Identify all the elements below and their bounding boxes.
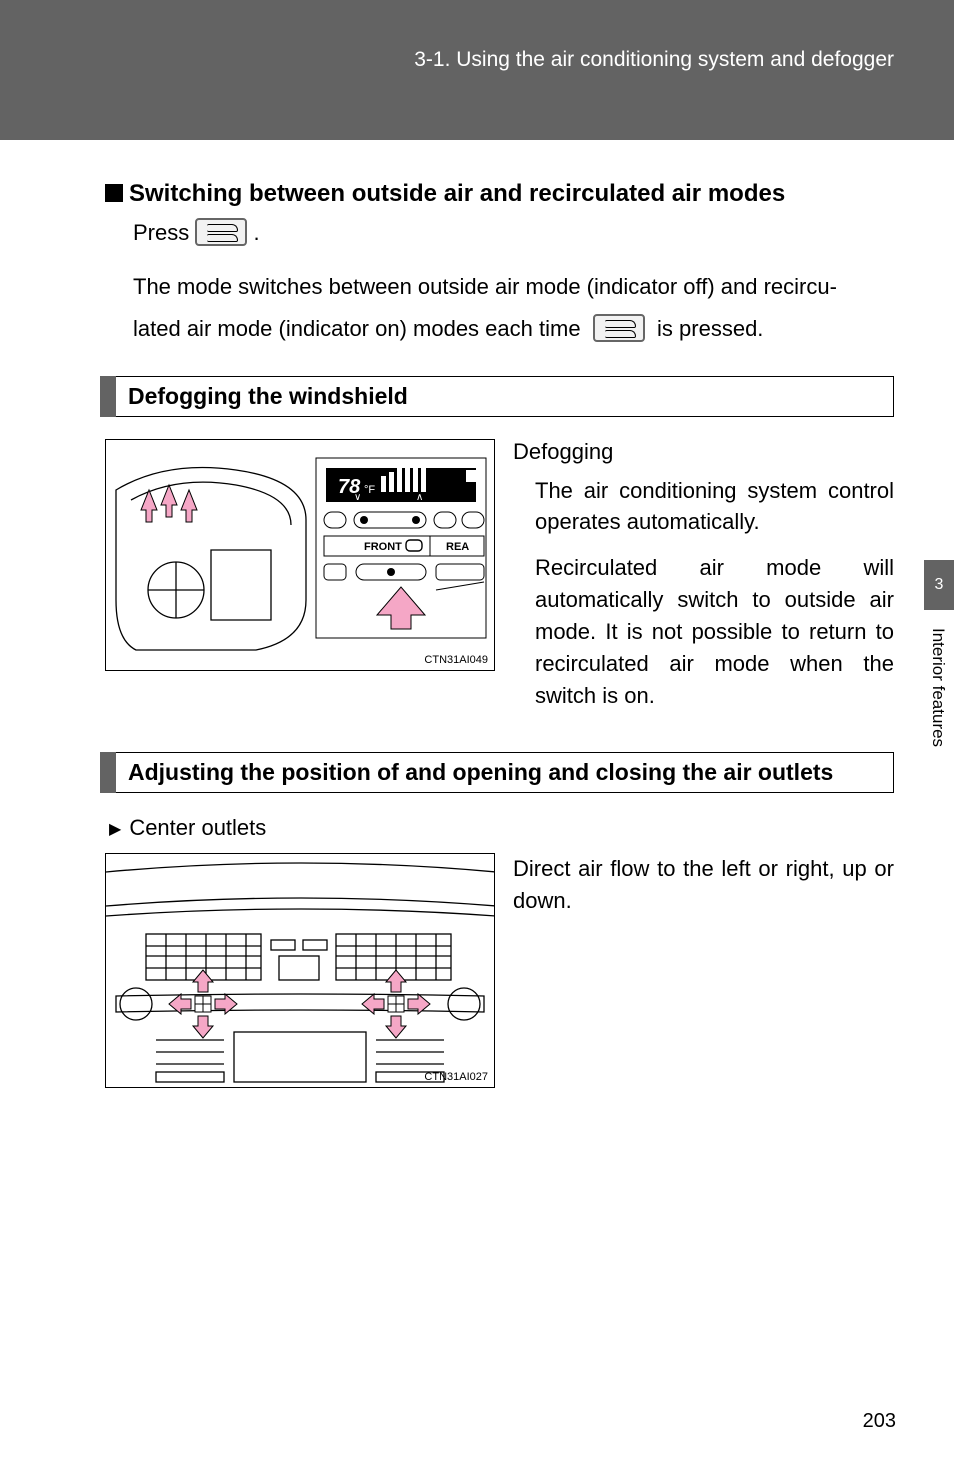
press-label: Press	[133, 220, 189, 245]
adjust-figure: CTN31AI027	[105, 853, 495, 1088]
svg-text:∨: ∨	[354, 492, 361, 503]
svg-text:FRONT: FRONT	[364, 541, 402, 553]
adjust-section-bar: Adjusting the position of and opening an…	[100, 752, 894, 793]
switch-desc-b: lated air mode (indicator on) modes each…	[133, 316, 581, 341]
section-bar-tab	[100, 376, 116, 417]
chapter-title: Interior features	[928, 610, 948, 810]
switch-description: The mode switches between outside air mo…	[133, 266, 894, 350]
side-tab: 3 Interior features	[924, 560, 954, 810]
center-outlets-label: Center outlets	[109, 815, 894, 841]
defog-section-bar: Defogging the windshield	[100, 376, 894, 417]
defog-bar-label: Defogging the windshield	[116, 376, 894, 417]
defog-text: Defogging The air conditioning system co…	[513, 439, 894, 726]
switching-heading: Switching between outside air and recirc…	[105, 180, 894, 208]
adjust-bar-label: Adjusting the position of and opening an…	[116, 752, 894, 793]
defog-p2: Recirculated air mode will automatically…	[535, 552, 894, 711]
adjust-figure-code: CTN31AI027	[424, 1071, 488, 1083]
defog-p1: The air conditioning system control oper…	[535, 475, 894, 539]
recirculate-button-icon	[195, 218, 247, 246]
adjust-text: Direct air flow to the left or right, up…	[513, 853, 894, 1088]
defog-row: 78 °F ∨ ∧	[105, 439, 894, 726]
switch-desc-a: The mode switches between outside air mo…	[133, 274, 837, 299]
svg-text:REA: REA	[446, 541, 469, 553]
breadcrumb: 3-1. Using the air conditioning system a…	[414, 48, 894, 72]
section-bar-tab	[100, 752, 116, 793]
defogging-label: Defogging	[513, 439, 894, 465]
page-number: 203	[863, 1410, 896, 1433]
chapter-number: 3	[924, 560, 954, 610]
square-bullet-icon	[105, 184, 123, 202]
page-header: 3-1. Using the air conditioning system a…	[0, 0, 954, 140]
svg-text:∧: ∧	[416, 492, 423, 503]
switching-heading-text: Switching between outside air and recirc…	[129, 180, 785, 207]
press-instruction: Press .	[133, 218, 894, 246]
page-content: Switching between outside air and recirc…	[0, 140, 954, 1088]
switch-desc-c: is pressed.	[657, 316, 763, 341]
defog-figure-code: CTN31AI049	[424, 654, 488, 666]
defog-figure: 78 °F ∨ ∧	[105, 439, 495, 671]
svg-text:°F: °F	[364, 484, 375, 496]
adjust-p: Direct air flow to the left or right, up…	[513, 853, 894, 917]
recirculate-button-icon-inline	[593, 314, 645, 342]
adjust-row: CTN31AI027 Direct air flow to the left o…	[105, 853, 894, 1088]
